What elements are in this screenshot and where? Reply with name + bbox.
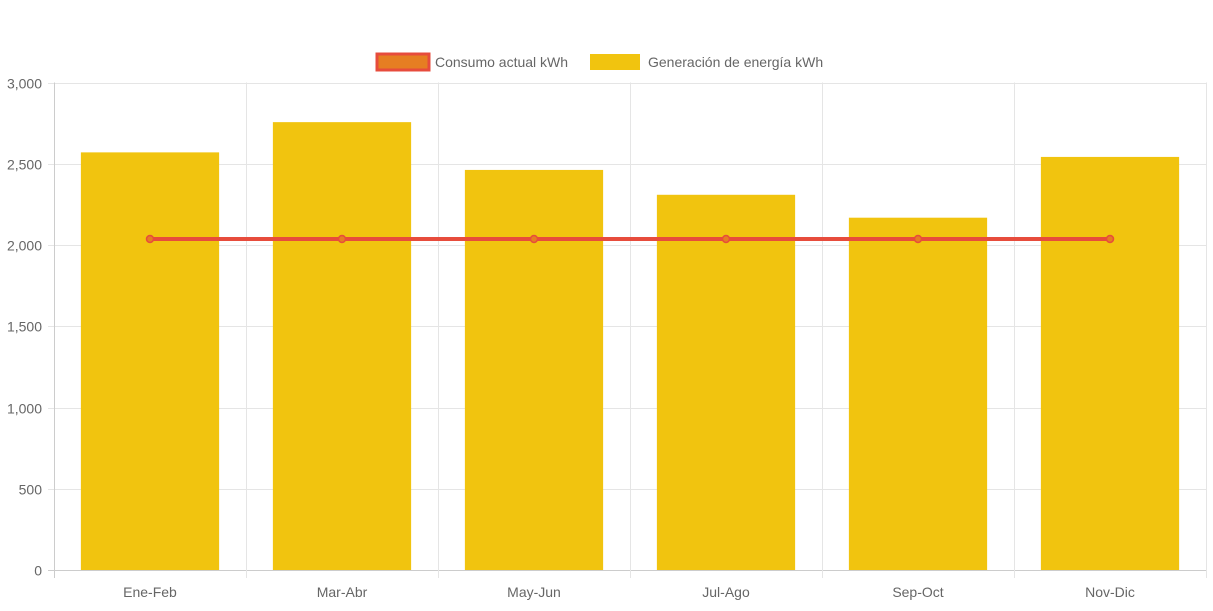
bar <box>272 122 412 571</box>
x-tick-label: Ene-Feb <box>123 584 177 600</box>
bar <box>1040 156 1180 571</box>
legend-item-generacion[interactable]: Generación de energía kWh <box>590 54 823 70</box>
x-axis: Ene-Feb Mar-Abr May-Jun Jul-Ago Sep-Oct Nov-D… <box>123 584 1135 600</box>
x-tick-label: Jul-Ago <box>702 584 750 600</box>
y-tick-label: 1,500 <box>7 319 42 335</box>
line-point <box>337 234 347 244</box>
y-tick-label: 500 <box>19 482 43 498</box>
x-tick-label: May-Jun <box>507 584 561 600</box>
line-point <box>145 234 155 244</box>
bar <box>80 152 220 570</box>
y-tick-label: 1,000 <box>7 401 42 417</box>
y-tick-label: 2,000 <box>7 238 42 254</box>
bars <box>80 122 1180 571</box>
y-tick-label: 0 <box>34 563 42 579</box>
line-point <box>721 234 731 244</box>
legend: Consumo actual kWh Generación de energía… <box>375 52 823 72</box>
bar <box>656 194 796 570</box>
line-point <box>1105 234 1115 244</box>
line-point <box>913 234 923 244</box>
legend-item-consumo[interactable]: Consumo actual kWh <box>375 52 568 72</box>
legend-label-generacion: Generación de energía kWh <box>648 54 823 70</box>
grid <box>48 82 1207 578</box>
legend-label-consumo: Consumo actual kWh <box>435 54 568 70</box>
legend-swatch-generacion <box>590 54 640 70</box>
x-tick-label: Sep-Oct <box>892 584 943 600</box>
legend-swatch-consumo <box>375 52 431 72</box>
x-tick-label: Mar-Abr <box>317 584 368 600</box>
line-series <box>145 234 1115 244</box>
line-point <box>529 234 539 244</box>
bar <box>464 169 604 571</box>
y-axis: 0 500 1,000 1,500 2,000 2,500 3,000 <box>7 76 42 579</box>
y-tick-label: 2,500 <box>7 157 42 173</box>
x-tick-label: Nov-Dic <box>1085 584 1135 600</box>
bar <box>848 217 988 570</box>
y-tick-label: 3,000 <box>7 76 42 92</box>
